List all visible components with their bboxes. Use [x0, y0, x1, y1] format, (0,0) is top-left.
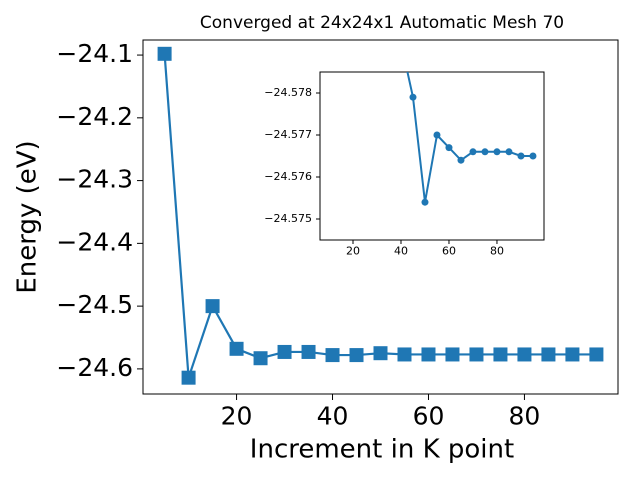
data-point	[517, 347, 532, 362]
data-point	[445, 144, 453, 152]
data-point	[277, 344, 292, 359]
y-tick-label: −24.6	[56, 353, 133, 382]
data-point	[373, 346, 388, 361]
x-tick-label: 40	[394, 245, 408, 258]
data-point	[493, 347, 508, 362]
data-point	[253, 351, 268, 366]
data-point	[157, 46, 172, 61]
x-tick-label: 20	[346, 245, 360, 258]
x-tick-label: 20	[221, 402, 253, 431]
data-point	[541, 347, 556, 362]
data-point	[205, 299, 220, 314]
y-tick-label: −24.1	[56, 39, 133, 68]
x-tick-label: 40	[317, 402, 349, 431]
y-tick-label: −24.578	[264, 86, 312, 99]
x-tick-label: 80	[509, 402, 541, 431]
y-tick-label: −24.575	[264, 212, 312, 225]
data-point	[589, 347, 604, 362]
data-point	[445, 347, 460, 362]
data-point	[409, 93, 417, 101]
data-point	[181, 370, 196, 385]
data-point	[349, 348, 364, 363]
y-tick-label: −24.577	[264, 128, 312, 141]
data-point	[397, 347, 412, 362]
x-tick-label: 60	[413, 402, 445, 431]
x-axis-label: Increment in K point	[250, 435, 514, 465]
y-tick-label: −24.576	[264, 170, 312, 183]
x-tick-label: 60	[442, 245, 456, 258]
data-point	[565, 347, 580, 362]
data-point	[433, 131, 441, 139]
y-tick-label: −24.2	[56, 102, 133, 131]
plot-frame	[319, 71, 545, 241]
y-tick-label: −24.4	[56, 227, 133, 256]
y-axis-label: Energy (eV)	[13, 140, 43, 293]
x-tick-label: 80	[490, 245, 504, 258]
chart-title: Converged at 24x24x1 Automatic Mesh 70	[200, 13, 564, 33]
y-tick-label: −24.5	[56, 290, 133, 319]
y-tick-label: −24.3	[56, 165, 133, 194]
plot-area	[157, 46, 604, 385]
data-point	[229, 341, 244, 356]
data-point	[481, 148, 489, 156]
data-point	[421, 198, 429, 206]
data-point	[529, 152, 537, 160]
data-point	[421, 347, 436, 362]
data-point	[325, 348, 340, 363]
plot-area	[406, 72, 537, 206]
data-point	[469, 347, 484, 362]
data-point	[301, 344, 316, 359]
data-point	[457, 156, 465, 164]
data-point	[469, 148, 477, 156]
data-point	[493, 148, 501, 156]
data-point	[505, 148, 513, 156]
data-point	[517, 152, 525, 160]
